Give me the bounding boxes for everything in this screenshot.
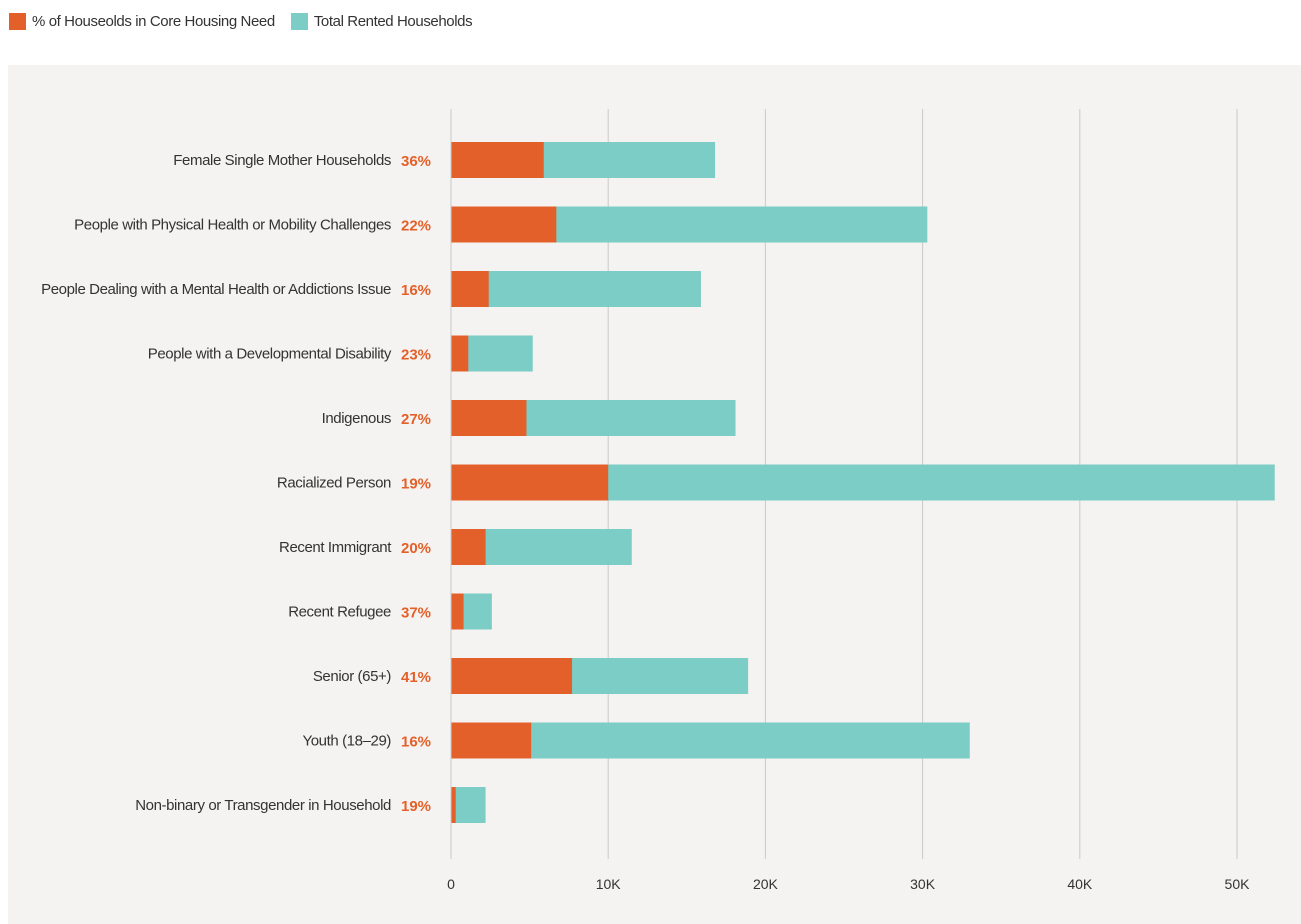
bar-total-rented bbox=[451, 271, 701, 307]
percent-label: 16% bbox=[401, 734, 431, 751]
legend-swatch-core-need bbox=[9, 12, 26, 30]
x-tick-label: 0 bbox=[447, 876, 455, 892]
percent-label: 16% bbox=[401, 282, 431, 299]
category-label: Senior (65+) bbox=[313, 668, 392, 685]
x-tick-label: 20K bbox=[753, 876, 779, 892]
bar-core-need bbox=[451, 593, 464, 630]
bar-core-need bbox=[451, 529, 486, 565]
category-label: Recent Refugee bbox=[288, 604, 391, 621]
percent-label: 23% bbox=[401, 347, 431, 364]
category-label: Indigenous bbox=[322, 410, 391, 427]
category-label: Female Single Mother Households bbox=[173, 152, 391, 169]
bar-core-need bbox=[451, 787, 456, 823]
chart-panel: 0 10K 20K 30K 40K 50K Female Single Mother Hou… bbox=[8, 65, 1301, 924]
legend-label-core-need: % of Houseolds in Core Housing Need bbox=[32, 12, 275, 30]
category-label: Youth (18–29) bbox=[303, 733, 392, 750]
x-tick-label: 40K bbox=[1067, 876, 1093, 892]
category-label: Recent Immigrant bbox=[279, 539, 392, 556]
bar-core-need bbox=[451, 722, 532, 759]
bar-core-need bbox=[451, 206, 557, 243]
bar-core-need bbox=[451, 464, 609, 501]
legend-item-total-rented: Total Rented Households bbox=[290, 12, 473, 30]
legend-swatch-total-rented bbox=[290, 12, 308, 30]
bar-total-rented bbox=[451, 787, 486, 823]
percent-label: 22% bbox=[401, 218, 431, 235]
bar-core-need bbox=[451, 142, 544, 178]
percent-label: 19% bbox=[401, 798, 431, 815]
x-tick-label: 30K bbox=[910, 876, 936, 892]
bar-core-need bbox=[451, 271, 489, 307]
legend-item-core-need: % of Houseolds in Core Housing Need bbox=[9, 12, 275, 30]
chart-legend: % of Houseolds in Core Housing Need Tota… bbox=[9, 11, 488, 31]
percent-label: 41% bbox=[401, 669, 431, 686]
category-label: Racialized Person bbox=[277, 475, 391, 492]
bar-chart: 0 10K 20K 30K 40K 50K Female Single Mother Hou… bbox=[41, 109, 1275, 892]
category-label: People with a Developmental Disability bbox=[148, 346, 392, 363]
category-label: People with Physical Health or Mobility … bbox=[74, 217, 391, 234]
x-tick-label: 10K bbox=[596, 876, 622, 892]
percent-label: 19% bbox=[401, 476, 431, 493]
percent-label: 27% bbox=[401, 411, 431, 428]
bar-core-need bbox=[451, 400, 527, 436]
bar-total-rented bbox=[451, 722, 970, 759]
bar-core-need bbox=[451, 658, 573, 694]
percent-label: 37% bbox=[401, 605, 431, 622]
percent-label: 20% bbox=[401, 540, 431, 557]
category-label: People Dealing with a Mental Health or A… bbox=[41, 281, 391, 298]
legend-label-total-rented: Total Rented Households bbox=[313, 12, 473, 30]
x-tick-label: 50K bbox=[1225, 876, 1251, 892]
bar-core-need bbox=[451, 335, 469, 372]
category-label: Non-binary or Transgender in Household bbox=[135, 797, 391, 814]
percent-label: 36% bbox=[401, 153, 431, 170]
